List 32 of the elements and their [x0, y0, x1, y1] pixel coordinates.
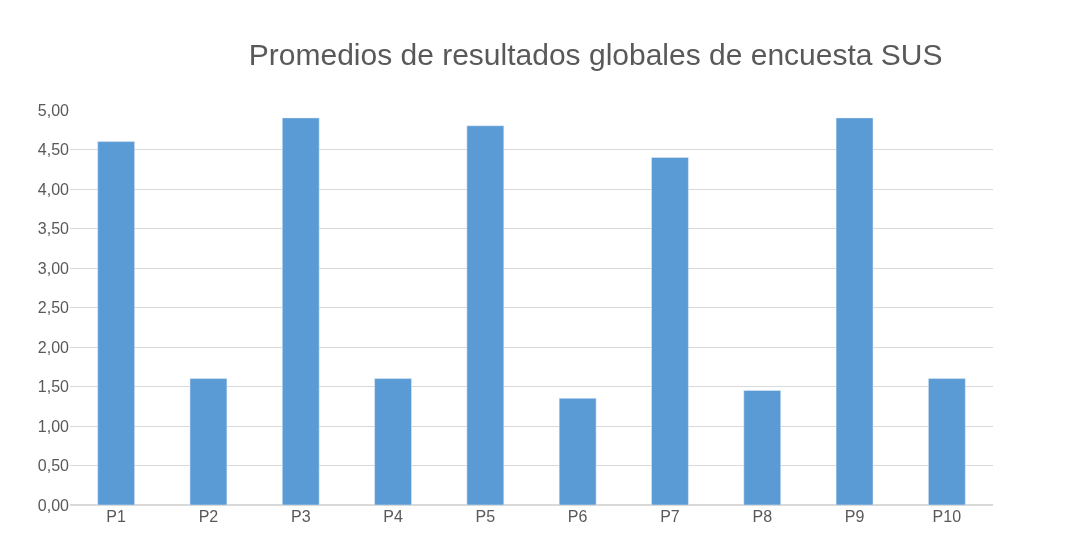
bar [835, 117, 874, 505]
x-tick-label: P1 [106, 508, 127, 525]
y-tick-label: 2,50 [37, 299, 70, 317]
chart-title: Promedios de resultados globales de encuesta SUS [248, 38, 943, 72]
x-tick-label: P5 [475, 508, 496, 525]
bar [558, 398, 597, 505]
bar [282, 117, 320, 505]
y-tick-label: 2,00 [37, 338, 70, 356]
x-tick-label: P7 [660, 508, 680, 525]
x-tick-label: P4 [383, 508, 403, 525]
bar [374, 378, 412, 505]
bar [651, 157, 689, 505]
bar [97, 141, 135, 505]
y-tick-label: 4,00 [37, 180, 70, 198]
y-tick-label: 1,00 [37, 417, 70, 435]
y-tick-label: 1,50 [37, 378, 70, 396]
y-tick-label: 0,50 [37, 457, 70, 475]
y-tick-label: 3,50 [37, 220, 70, 238]
x-tick-label: P3 [290, 508, 311, 525]
bar [743, 390, 781, 505]
bar [928, 378, 966, 505]
y-tick-label: 4,50 [37, 141, 70, 159]
y-tick-label: 3,00 [37, 259, 70, 277]
x-tick-label: P6 [567, 508, 588, 525]
bar [189, 378, 228, 505]
x-tick-label: P10 [932, 508, 962, 525]
y-tick-label: 0,00 [37, 496, 70, 514]
bar [466, 125, 505, 505]
x-tick-label: P2 [198, 508, 219, 525]
x-tick-label: P9 [844, 508, 865, 525]
x-tick-label: P8 [752, 508, 773, 525]
y-tick-label: 5,00 [37, 101, 70, 119]
